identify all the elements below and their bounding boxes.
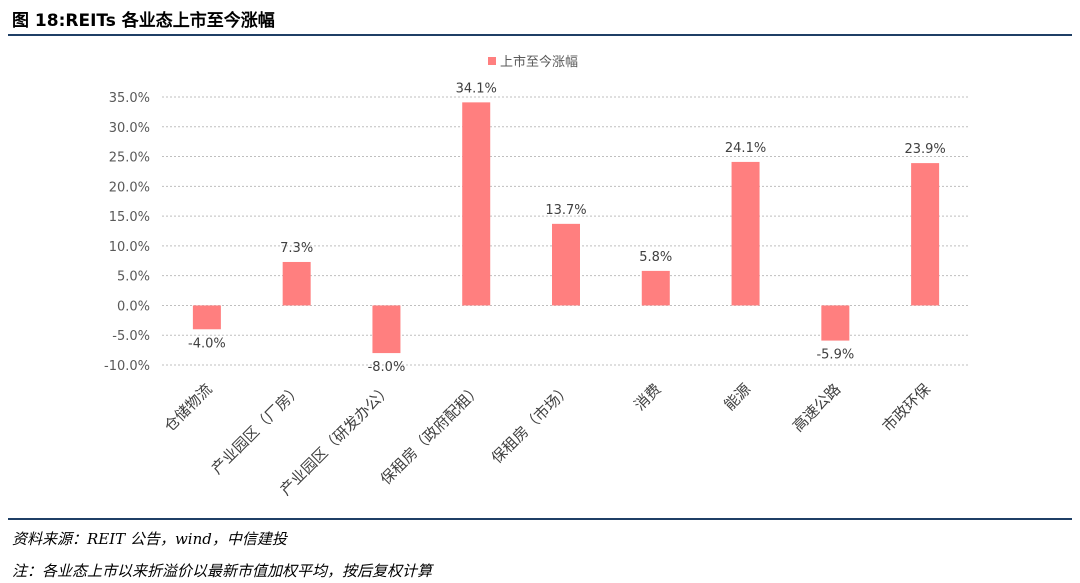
bar bbox=[282, 261, 311, 306]
y-tick-label: 10.0% bbox=[109, 240, 150, 255]
bar bbox=[372, 305, 401, 354]
data-label: 5.8% bbox=[639, 250, 672, 265]
bar bbox=[911, 163, 940, 306]
data-label: 34.1% bbox=[456, 81, 497, 96]
y-tick-label: -5.0% bbox=[112, 329, 150, 344]
data-label: -4.0% bbox=[188, 336, 226, 351]
bar bbox=[641, 270, 670, 306]
bar bbox=[462, 102, 491, 306]
y-tick-label: 5.0% bbox=[117, 270, 150, 285]
y-axis-tick-labels: 35.0% 30.0% 25.0% 20.0% 15.0% 10.0% 5.0% 0.0% -5… bbox=[104, 91, 150, 374]
x-tick-label: 市政环保 bbox=[879, 380, 934, 435]
data-label: -5.9% bbox=[816, 348, 854, 363]
data-labels: -4.0% 7.3% -8.0% 34.1% 13.7% 5.8% 24.1% -5.9% 23… bbox=[188, 81, 946, 375]
y-tick-label: 0.0% bbox=[117, 299, 150, 314]
x-tick-label: 消费 bbox=[631, 380, 665, 414]
figure-title: 图 18:REITs 各业态上市至今涨幅 bbox=[12, 11, 275, 31]
y-tick-label: 25.0% bbox=[109, 151, 150, 166]
bar-chart: 35.0% 30.0% 25.0% 20.0% 15.0% 10.0% 5.0% 0.0% -5… bbox=[104, 54, 970, 499]
data-label: 23.9% bbox=[904, 142, 945, 157]
bottom-rule bbox=[8, 518, 1072, 520]
data-label: 13.7% bbox=[545, 203, 586, 218]
x-tick-label: 能源 bbox=[720, 380, 754, 414]
legend-swatch bbox=[488, 57, 496, 65]
y-tick-label: 15.0% bbox=[109, 210, 150, 225]
x-tick-label: 高速公路 bbox=[789, 380, 844, 435]
y-tick-label: 35.0% bbox=[109, 91, 150, 106]
y-tick-label: 20.0% bbox=[109, 180, 150, 195]
source-note: 资料来源：REIT 公告，wind，中信建投 bbox=[12, 530, 287, 548]
x-tick-label: 保租房（政府配租） bbox=[377, 380, 485, 488]
y-tick-label: 30.0% bbox=[109, 121, 150, 136]
data-label: 7.3% bbox=[280, 241, 313, 256]
legend: 上市至今涨幅 bbox=[488, 54, 578, 70]
bar bbox=[192, 305, 221, 330]
bar bbox=[731, 161, 760, 306]
bar bbox=[552, 223, 580, 306]
data-label: 24.1% bbox=[725, 141, 766, 156]
legend-label: 上市至今涨幅 bbox=[500, 54, 578, 70]
x-tick-label: 仓储物流 bbox=[161, 380, 216, 435]
bars bbox=[192, 102, 940, 354]
data-label: -8.0% bbox=[368, 360, 406, 375]
y-tick-label: -10.0% bbox=[104, 359, 150, 374]
x-tick-label: 保租房（市场） bbox=[488, 380, 575, 467]
x-tick-label: 产业园区（厂房） bbox=[208, 380, 306, 478]
top-rule bbox=[8, 34, 1072, 36]
bar bbox=[821, 305, 850, 341]
footnote: 注：各业态上市以来折溢价以最新市值加权平均，按后复权计算 bbox=[12, 562, 433, 580]
